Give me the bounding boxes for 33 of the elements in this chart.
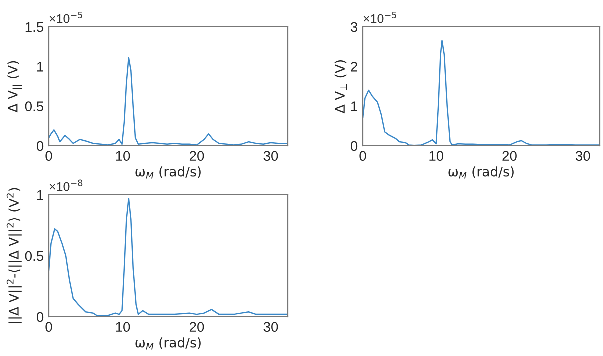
x-axis-title: ω$_{M}$ (rad/s) (448, 166, 514, 179)
y-axis-title: Δ V$_{⊥}$ (V) (334, 60, 348, 114)
y-tick-label: 1 (351, 102, 358, 112)
y-tick-label: 0 (350, 141, 358, 152)
y-axis-title: Δ V$_{||}$ (V) (8, 61, 22, 113)
x-tick-label: 0 (360, 151, 366, 162)
x-tick-label: 30 (264, 322, 278, 332)
y-tick-label: 1.5 (26, 22, 44, 32)
x-tick-label: 10 (116, 151, 130, 162)
x-tick-label: 20 (190, 322, 204, 332)
y-tick-label: 0 (36, 312, 44, 322)
y-tick-label: 0.5 (25, 251, 44, 262)
x-tick-label: 10 (430, 151, 444, 162)
y-tick-label: 0.5 (25, 102, 44, 112)
y-tick-label: 3 (350, 22, 358, 32)
x-tick-label: 30 (264, 151, 278, 162)
y-tick-label: 2 (351, 62, 358, 72)
x-tick-label: 0 (46, 151, 52, 162)
x-tick-label: 20 (190, 151, 204, 162)
y-tick-label: 0 (36, 141, 44, 152)
y-axis-title: ||Δ V||$^{2}$-⟨||Δ V||$^{2}$⟩ (V$^{2}$) (6, 188, 22, 324)
text: ×10$^{−8}$ (50, 180, 83, 192)
text: ×10$^{−5}$ (50, 12, 82, 24)
x-tick-label: 10 (116, 322, 130, 332)
text: ×10$^{−5}$ (364, 12, 396, 24)
x-tick-label: 30 (576, 151, 590, 162)
x-axis-title: ω$_{M}$ (rad/s) (136, 338, 201, 350)
y-tick-label: 1 (37, 190, 44, 200)
y-tick-label: 1 (37, 62, 44, 72)
x-axis-title: ω$_{M}$ (rad/s) (136, 166, 201, 179)
x-tick-label: 0 (46, 322, 52, 332)
line-series (49, 198, 288, 316)
x-tick-label: 20 (502, 151, 517, 162)
